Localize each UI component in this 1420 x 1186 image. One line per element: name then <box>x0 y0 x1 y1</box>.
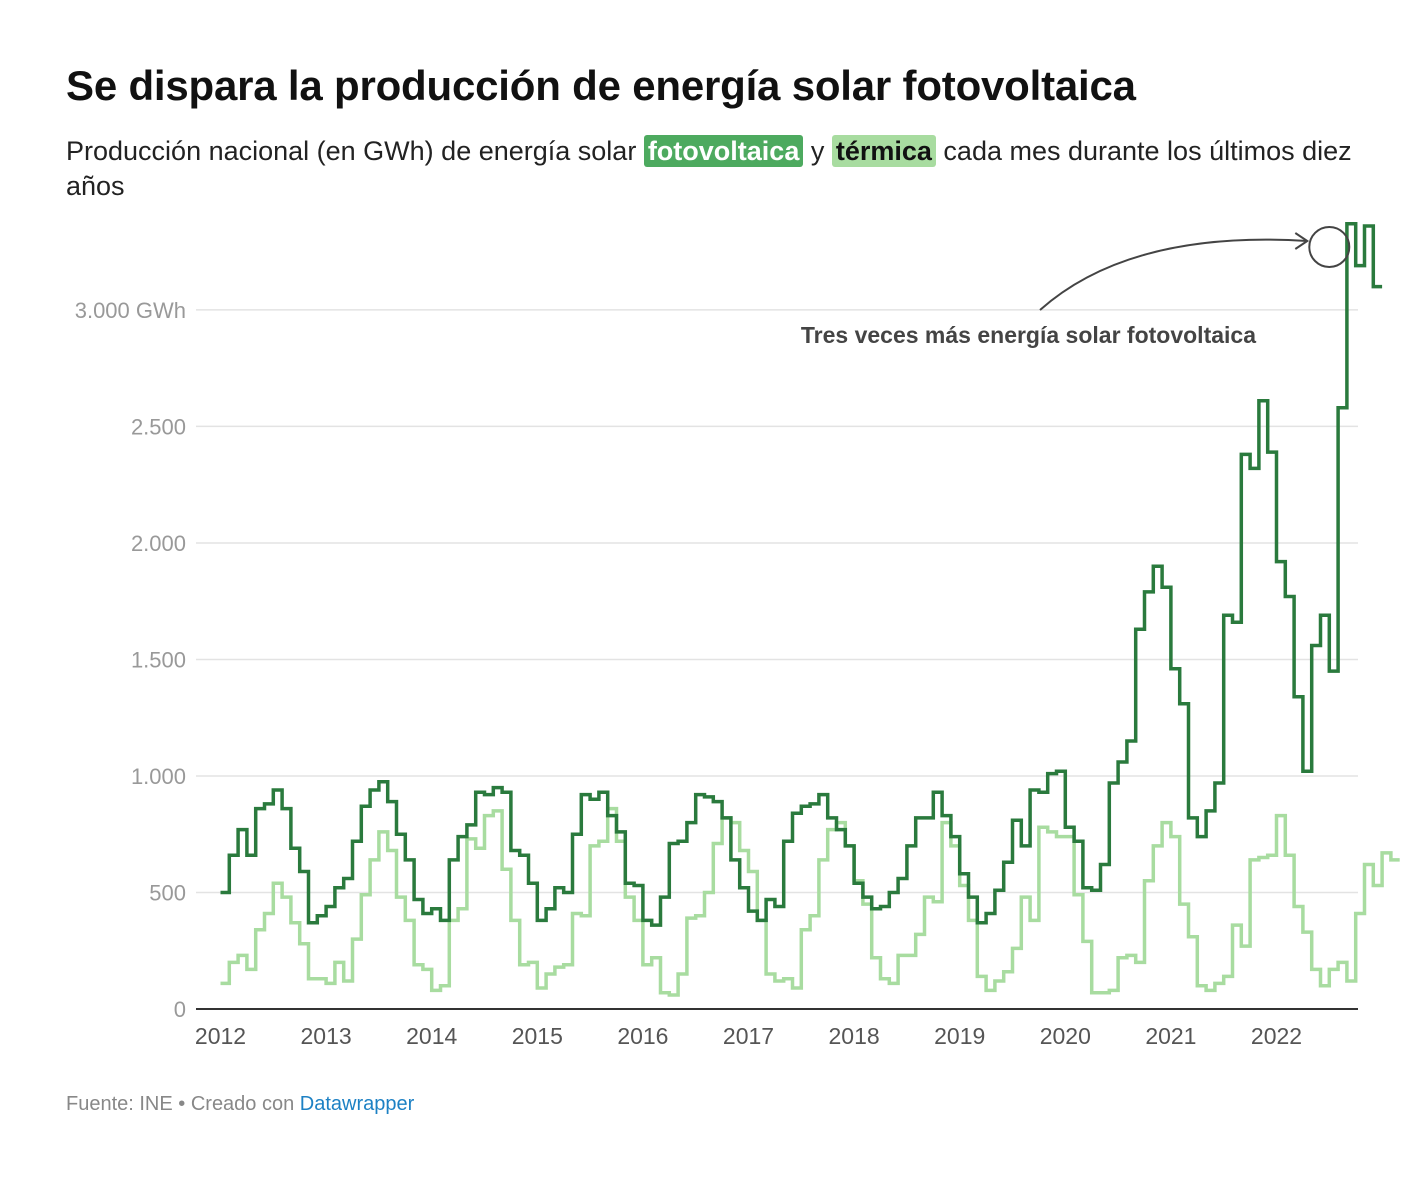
series-termica <box>220 806 1400 997</box>
series-fotovoltaica <box>220 221 1383 927</box>
y-tick-label: 500 <box>149 880 186 905</box>
y-axis-labels: 0 500 1.000 1.500 2.000 2.500 3.000 GWh <box>75 298 186 1022</box>
y-tick-label: 1.500 <box>131 647 186 672</box>
x-tick-label: 2018 <box>829 1023 880 1049</box>
y-tick-label: 1.000 <box>131 764 186 789</box>
x-tick-label: 2017 <box>723 1023 774 1049</box>
x-tick-label: 2021 <box>1145 1023 1196 1049</box>
x-tick-label: 2020 <box>1040 1023 1091 1049</box>
subtitle-text-start: Producción nacional (en GWh) de energía … <box>66 136 644 166</box>
legend-thermal-label: térmica <box>831 135 936 167</box>
y-tick-label: 2.000 <box>131 531 186 556</box>
x-tick-label: 2019 <box>934 1023 985 1049</box>
chart-title: Se dispara la producción de energía sola… <box>66 62 1136 109</box>
y-tick-label: 3.000 GWh <box>75 298 186 323</box>
footer-brand-link[interactable]: Datawrapper <box>299 1093 415 1115</box>
footer-source: Fuente: INE • Creado con <box>66 1093 300 1115</box>
y-tick-label: 2.500 <box>131 414 186 439</box>
x-tick-label: 2022 <box>1251 1023 1302 1049</box>
legend-pv-label: fotovoltaica <box>643 135 804 167</box>
x-axis-labels: 2012 2013 2014 2015 2016 2017 2018 2019 2020 2021… <box>195 1023 1302 1049</box>
subtitle-text-end: cada mes durante los últimos diez años <box>66 136 1352 201</box>
gridlines <box>196 309 1358 1010</box>
annotation-arrow <box>1039 238 1308 311</box>
annotation-circle <box>1308 225 1351 268</box>
annotation-text: Tres veces más energía solar fotovoltaic… <box>801 322 1256 348</box>
chart-subtitle: Producción nacional (en GWh) de energía … <box>66 134 1366 204</box>
x-tick-label: 2015 <box>512 1023 563 1049</box>
x-tick-label: 2016 <box>617 1023 668 1049</box>
subtitle-text-mid: y <box>803 136 832 166</box>
footer: Fuente: INE • Creado con Datawrapper <box>66 1093 414 1116</box>
y-tick-label: 0 <box>174 997 186 1022</box>
x-tick-label: 2013 <box>301 1023 352 1049</box>
annotation-arrowhead <box>1294 232 1310 250</box>
series-lines <box>220 221 1400 997</box>
x-tick-label: 2014 <box>406 1023 457 1049</box>
annotation: Tres veces más energía solar fotovoltaic… <box>801 225 1351 348</box>
x-tick-label: 2012 <box>195 1023 246 1049</box>
